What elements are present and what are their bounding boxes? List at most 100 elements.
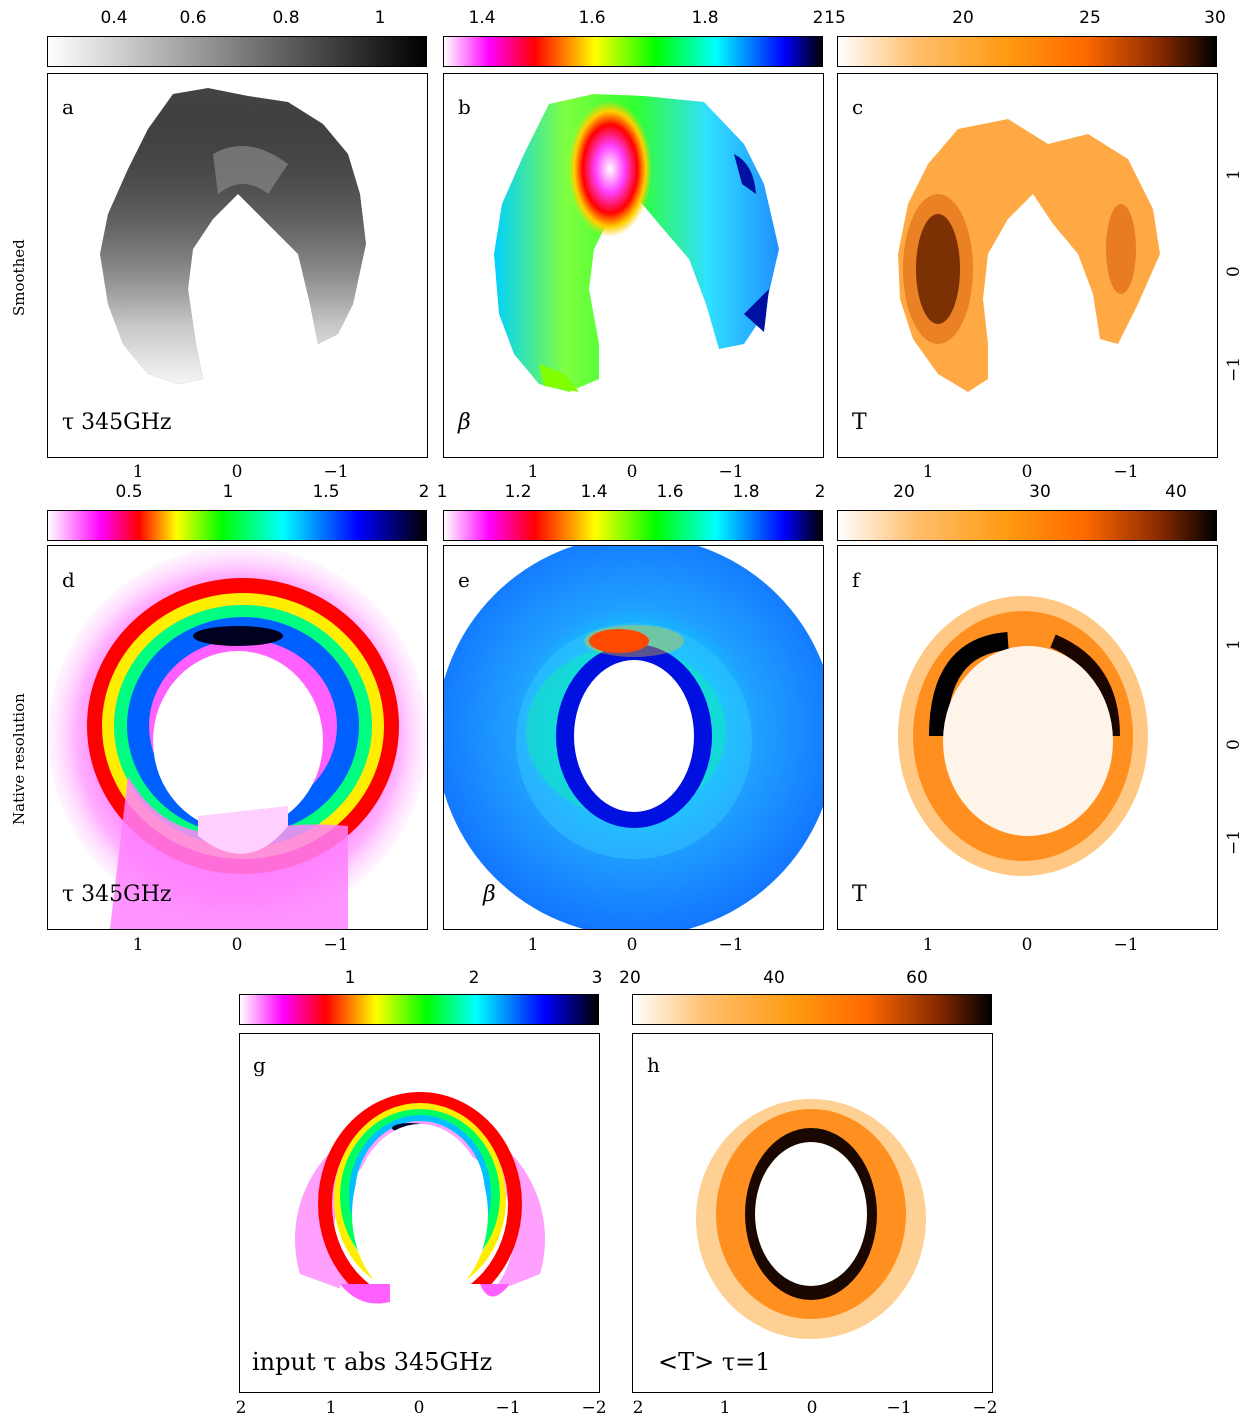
x-tick: 2 <box>235 1398 247 1418</box>
row-label-smoothed: Smoothed <box>10 239 28 316</box>
colorbar-e <box>443 510 823 541</box>
colorbar-g-tick: 2 <box>468 968 480 988</box>
panel-e-letter: e <box>458 568 470 592</box>
colorbar-h-tick: 40 <box>763 968 785 988</box>
colorbar-b <box>443 36 823 67</box>
panel-f-image <box>898 596 1148 876</box>
colorbar-b-tick: 1.4 <box>468 8 496 28</box>
colorbar-g-tick: 3 <box>591 968 603 988</box>
colorbar-e-tick: 1.6 <box>656 482 684 502</box>
colorbar-c-tick: 25 <box>1079 8 1101 28</box>
y-tick: 0 <box>1224 266 1244 277</box>
colorbar-h-tick: 60 <box>906 968 928 988</box>
y-tick: 0 <box>1224 739 1244 750</box>
x-tick: 1 <box>527 935 539 955</box>
panel-e-image <box>444 546 823 929</box>
panel-b-image <box>494 94 779 392</box>
colorbar-d-tick: 1 <box>222 482 234 502</box>
colorbar-c <box>837 36 1217 67</box>
colorbar-c-tick: 30 <box>1204 8 1226 28</box>
panel-d-map <box>47 545 428 930</box>
x-tick: −2 <box>972 1398 998 1418</box>
colorbar-h <box>632 994 992 1025</box>
x-tick: 1 <box>132 462 144 482</box>
x-tick: −1 <box>886 1398 912 1418</box>
y-tick: 1 <box>1224 169 1244 180</box>
colorbar-b-tick: 1.6 <box>578 8 606 28</box>
colorbar-f-tick: 20 <box>893 482 915 502</box>
panel-d-letter: d <box>62 568 75 592</box>
x-tick: 1 <box>527 462 539 482</box>
row-label-native-resolution: Native resolution <box>10 693 28 825</box>
colorbar-g <box>239 994 599 1025</box>
panel-b-label: β <box>458 410 471 435</box>
colorbar-d-tick: 1.5 <box>312 482 340 502</box>
colorbar-f <box>837 510 1217 541</box>
panel-f-letter: f <box>852 568 860 592</box>
colorbar-d <box>47 510 427 541</box>
panel-g-letter: g <box>253 1053 266 1077</box>
panel-a-letter: a <box>62 95 74 119</box>
colorbar-b-tick: 2 <box>812 8 824 28</box>
colorbar-h-tick: 20 <box>619 968 641 988</box>
x-tick: −1 <box>1113 935 1139 955</box>
colorbar-d-tick: 0.5 <box>115 482 143 502</box>
x-tick: −1 <box>718 935 744 955</box>
x-tick: 1 <box>922 935 934 955</box>
panel-c-map <box>837 73 1218 458</box>
x-tick: 1 <box>719 1398 731 1418</box>
panel-c-image <box>898 119 1160 392</box>
colorbar-a <box>47 36 427 67</box>
x-tick: 0 <box>1021 935 1033 955</box>
x-tick: −1 <box>718 462 744 482</box>
panel-e-map <box>443 545 824 930</box>
colorbar-a-tick: 0.6 <box>179 8 207 28</box>
panel-b-letter: b <box>458 95 471 119</box>
colorbar-a-tick: 0.4 <box>100 8 128 28</box>
x-tick: 1 <box>922 462 934 482</box>
x-tick: −1 <box>495 1398 521 1418</box>
panel-a-label: τ 345GHz <box>62 410 172 435</box>
panel-b-map <box>443 73 824 458</box>
colorbar-f-tick: 30 <box>1029 482 1051 502</box>
colorbar-c-tick: 15 <box>824 8 846 28</box>
panel-c-label: T <box>852 410 867 435</box>
panel-f-map <box>837 545 1218 930</box>
panel-h-map <box>632 1033 993 1393</box>
colorbar-d-tick: 2 <box>418 482 430 502</box>
y-tick: 1 <box>1224 639 1244 650</box>
panel-c-letter: c <box>852 95 864 119</box>
colorbar-e-tick: 1 <box>436 482 448 502</box>
x-tick: 0 <box>231 935 243 955</box>
x-tick: −2 <box>581 1398 607 1418</box>
y-tick: −1 <box>1224 829 1244 855</box>
colorbar-e-tick: 1.4 <box>580 482 608 502</box>
x-tick: 0 <box>626 462 638 482</box>
panel-h-label: <T> τ=1 <box>658 1348 771 1376</box>
colorbar-g-tick: 1 <box>344 968 356 988</box>
panel-g-image <box>295 1092 545 1392</box>
x-tick: 0 <box>231 462 243 482</box>
panel-d-image <box>48 546 427 929</box>
colorbar-e-tick: 1.8 <box>732 482 760 502</box>
x-tick: −1 <box>323 935 349 955</box>
x-tick: 2 <box>632 1398 644 1418</box>
panel-g-label: input τ abs 345GHz <box>252 1348 493 1376</box>
x-tick: 0 <box>413 1398 425 1418</box>
colorbar-a-tick: 1 <box>374 8 386 28</box>
x-tick: −1 <box>1113 462 1139 482</box>
panel-a-map <box>47 73 428 458</box>
colorbar-f-tick: 40 <box>1165 482 1187 502</box>
colorbar-e-tick: 1.2 <box>504 482 532 502</box>
panel-a-image <box>100 88 366 384</box>
colorbar-e-tick: 2 <box>814 482 826 502</box>
colorbar-a-tick: 0.8 <box>272 8 300 28</box>
x-tick: 0 <box>806 1398 818 1418</box>
x-tick: 0 <box>626 935 638 955</box>
panel-h-letter: h <box>647 1053 660 1077</box>
panel-e-label: β <box>480 882 499 907</box>
panel-d-label: τ 345GHz <box>62 882 172 907</box>
panel-h-image <box>696 1099 926 1339</box>
x-tick: 0 <box>1021 462 1033 482</box>
panel-f-label: T <box>852 882 867 907</box>
